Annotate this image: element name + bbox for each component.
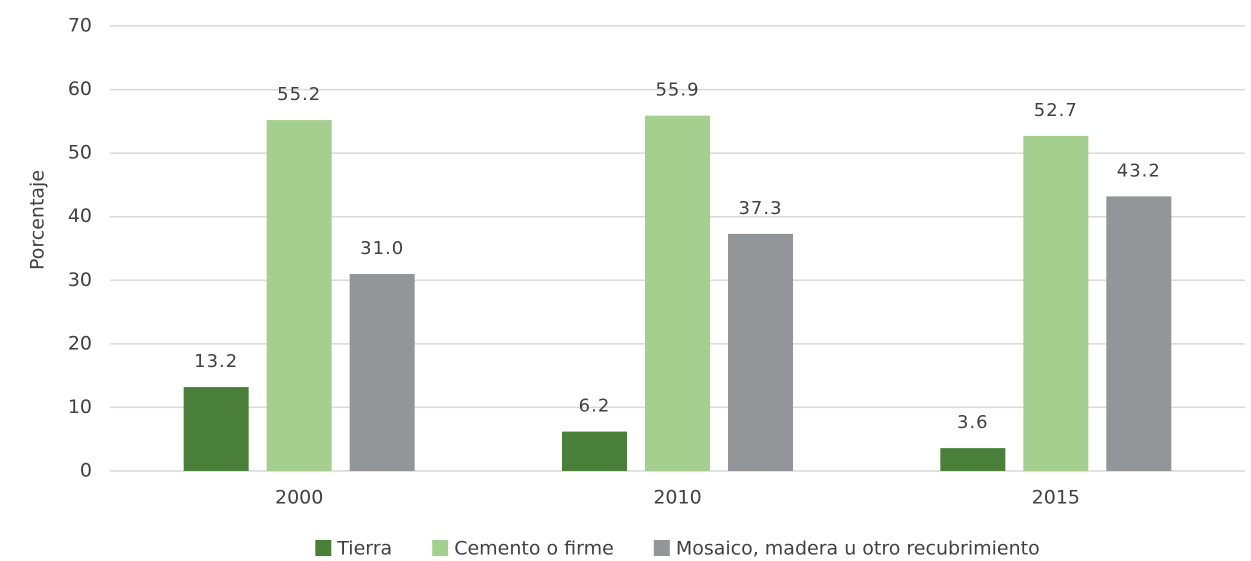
bar: [562, 431, 627, 471]
bar: [1106, 196, 1172, 471]
value-label: 55.9: [655, 80, 699, 101]
bar: [349, 273, 415, 471]
x-tick-label: 2000: [275, 487, 323, 509]
y-tick-label: 10: [68, 396, 92, 418]
value-label: 31.0: [360, 238, 404, 259]
value-label: 6.2: [579, 396, 611, 417]
bar: [1023, 135, 1089, 471]
y-tick-label: 40: [68, 205, 92, 227]
legend-swatch: [315, 540, 332, 556]
value-label: 43.2: [1117, 160, 1161, 181]
value-label: 13.2: [194, 351, 238, 372]
bar: [645, 115, 710, 471]
legend-label: Tierra: [336, 538, 392, 560]
x-tick-label: 2010: [653, 487, 701, 509]
bar: [940, 448, 1006, 471]
value-label: 37.3: [738, 198, 782, 219]
y-axis-label: Porcentaje: [27, 170, 49, 270]
y-tick-label: 30: [68, 269, 92, 291]
legend-label: Mosaico, madera u otro recubrimiento: [676, 538, 1040, 560]
value-label: 52.7: [1034, 100, 1078, 121]
y-tick-label: 70: [68, 15, 92, 37]
legend-label: Cemento o firme: [454, 538, 614, 560]
bar: [266, 120, 332, 471]
y-tick-label: 50: [68, 142, 92, 164]
value-label: 3.6: [957, 412, 989, 433]
legend-swatch: [653, 540, 670, 556]
x-tick-label: 2015: [1032, 487, 1080, 509]
value-label: 55.2: [277, 84, 321, 105]
y-tick-label: 60: [68, 78, 92, 100]
y-tick-label: 20: [68, 332, 92, 354]
bar: [183, 387, 249, 471]
y-tick-label: 0: [80, 460, 92, 482]
legend-swatch: [432, 540, 449, 556]
bar: [728, 233, 793, 471]
